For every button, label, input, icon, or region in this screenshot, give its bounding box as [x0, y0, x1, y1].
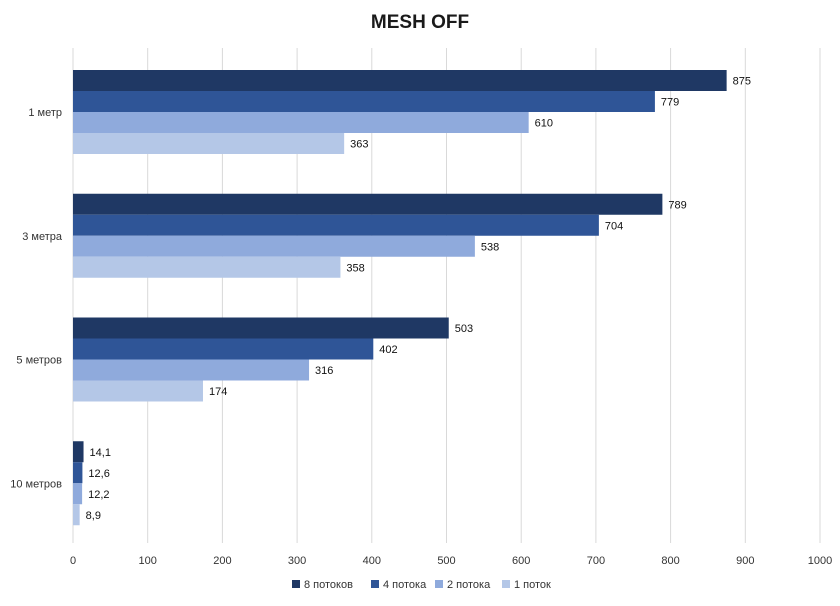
data-label: 174: [209, 386, 227, 398]
legend-label: 8 потоков: [304, 579, 353, 591]
category-label: 5 метров: [16, 355, 62, 367]
bar: [73, 483, 83, 505]
x-tick-label: 300: [288, 555, 306, 567]
legend-item: 8 потоков: [292, 579, 353, 591]
category-axis: 1 метр 3 метра 5 метров 10 метров: [10, 107, 63, 490]
data-label: 363: [350, 139, 368, 151]
data-label: 316: [315, 365, 333, 377]
bar: [73, 214, 599, 236]
bars: [73, 70, 727, 526]
legend-item: 4 потока: [371, 579, 427, 591]
x-tick-label: 600: [512, 555, 530, 567]
x-tick-label: 400: [363, 555, 381, 567]
x-tick-label: 100: [139, 555, 157, 567]
data-label: 538: [481, 241, 499, 253]
x-tick-label: 0: [70, 555, 76, 567]
legend-label: 2 потока: [447, 579, 491, 591]
x-tick-label: 800: [661, 555, 679, 567]
x-tick-label: 700: [587, 555, 605, 567]
data-label: 14,1: [90, 447, 111, 459]
category-label: 1 метр: [28, 107, 62, 119]
category-label: 3 метра: [22, 231, 63, 243]
data-label: 8,9: [86, 510, 101, 522]
legend-label: 1 поток: [514, 579, 551, 591]
x-tick-label: 1000: [808, 555, 832, 567]
legend: 8 потоков 4 потока 2 потока 1 поток: [292, 579, 551, 591]
bar: [73, 235, 475, 257]
bar: [73, 441, 84, 463]
data-label: 704: [605, 220, 623, 232]
bar: [73, 112, 529, 133]
bar: [73, 380, 203, 402]
legend-swatch: [371, 580, 379, 588]
data-label: 12,2: [88, 489, 109, 501]
data-label: 610: [535, 118, 553, 130]
category-label: 10 метров: [10, 478, 62, 490]
data-label: 358: [346, 262, 364, 274]
x-tick-label: 200: [213, 555, 231, 567]
data-label: 402: [379, 344, 397, 356]
legend-label: 4 потока: [383, 579, 427, 591]
legend-swatch: [435, 580, 443, 588]
bar: [73, 359, 310, 381]
bar: [73, 462, 83, 484]
data-label: 779: [661, 97, 679, 109]
legend-swatch: [502, 580, 510, 588]
bar: [73, 338, 374, 360]
data-labels: 875 779 610 363 789 704 538 358 503 402 316 174 14,1…: [86, 76, 751, 522]
x-tick-label: 900: [736, 555, 754, 567]
data-label: 875: [733, 76, 751, 88]
bar: [73, 133, 345, 154]
value-axis: 0 100 200 300 400 500 600 700 800 900 1000: [70, 555, 832, 567]
bar: [73, 193, 663, 215]
bar: [73, 256, 341, 278]
data-label: 12,6: [88, 468, 109, 480]
x-tick-label: 500: [437, 555, 455, 567]
bar: [73, 70, 727, 91]
legend-item: 2 потока: [435, 579, 491, 591]
legend-swatch: [292, 580, 300, 588]
chart-title: MESH OFF: [371, 12, 469, 33]
legend-item: 1 поток: [502, 579, 551, 591]
bar: [73, 91, 655, 112]
data-label: 503: [455, 323, 473, 335]
data-label: 789: [668, 199, 686, 211]
bar: [73, 317, 449, 339]
bar: [73, 504, 80, 526]
